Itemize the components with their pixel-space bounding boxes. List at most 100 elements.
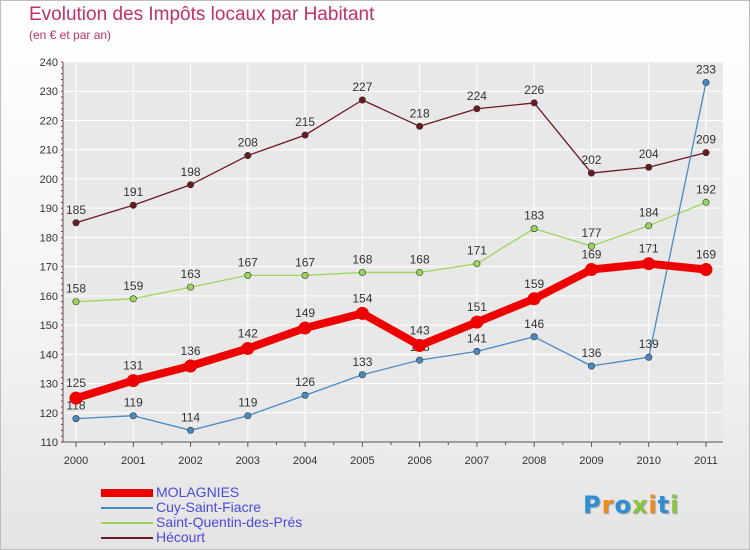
data-point-h-court — [301, 131, 309, 139]
data-point-saint-quentin-des-pr-s — [473, 260, 481, 268]
data-point-h-court — [358, 96, 366, 104]
legend-item-saint-quentin-des-pr-s: Saint-Quentin-des-Prés — [101, 514, 401, 530]
data-label-molagnies: 149 — [295, 306, 315, 320]
legend-label-cuy-saint-fiacre: Cuy-Saint-Fiacre — [156, 499, 262, 515]
data-label-cuy-saint-fiacre: 119 — [238, 396, 257, 410]
data-point-molagnies — [699, 263, 713, 277]
data-label-h-court: 198 — [181, 165, 201, 179]
legend-item-molagnies: MOLAGNIES — [101, 484, 401, 500]
data-point-molagnies — [527, 292, 541, 306]
y-tick-label: 140 — [40, 349, 58, 361]
y-tick-label: 110 — [40, 437, 58, 449]
data-label-molagnies: 159 — [524, 277, 544, 291]
data-point-h-court — [72, 219, 80, 227]
logo-letter: r — [601, 491, 615, 519]
y-tick-label: 160 — [40, 291, 58, 303]
data-label-h-court: 227 — [352, 80, 372, 94]
x-tick-label: 2001 — [121, 455, 145, 467]
data-label-cuy-saint-fiacre: 136 — [581, 346, 601, 360]
x-tick-label: 2010 — [636, 455, 660, 467]
data-label-molagnies: 169 — [581, 248, 601, 262]
legend-swatch-cuy-saint-fiacre — [101, 507, 153, 509]
x-tick-label: 2008 — [522, 455, 546, 467]
logo-letter: i — [670, 491, 680, 519]
x-tick-label: 2005 — [350, 455, 374, 467]
logo-letter: x — [631, 491, 649, 519]
data-label-saint-quentin-des-pr-s: 171 — [467, 244, 487, 258]
x-tick-label: 2002 — [178, 455, 202, 467]
series-line-h-court — [75, 99, 707, 224]
data-point-h-court — [702, 149, 710, 157]
data-point-cuy-saint-fiacre — [530, 333, 538, 341]
logo-letter: o — [614, 491, 632, 519]
data-label-cuy-saint-fiacre: 233 — [696, 62, 716, 76]
data-label-h-court: 204 — [639, 147, 659, 161]
data-label-h-court: 218 — [410, 106, 430, 120]
y-tick-label: 150 — [40, 320, 58, 332]
data-point-molagnies — [298, 321, 312, 335]
series-line-saint-quentin-des-pr-s — [75, 201, 707, 303]
data-label-cuy-saint-fiacre: 133 — [352, 355, 372, 369]
logo-letter: t — [657, 491, 671, 519]
x-tick-label: 2003 — [236, 455, 260, 467]
data-label-saint-quentin-des-pr-s: 184 — [639, 206, 659, 220]
plot-area — [63, 62, 723, 442]
data-point-h-court — [187, 181, 195, 189]
data-point-molagnies — [241, 341, 255, 355]
data-label-saint-quentin-des-pr-s: 163 — [181, 267, 201, 281]
x-tick-label: 2007 — [465, 455, 489, 467]
data-label-saint-quentin-des-pr-s: 177 — [581, 226, 601, 240]
chart-subtitle: (en € et par an) — [29, 28, 112, 42]
data-label-h-court: 215 — [295, 115, 315, 129]
data-label-molagnies: 125 — [66, 376, 86, 390]
data-point-molagnies — [355, 306, 369, 320]
y-tick-label: 170 — [40, 262, 58, 274]
logo-letter: P — [583, 491, 602, 519]
data-label-cuy-saint-fiacre: 114 — [181, 410, 200, 424]
data-label-molagnies: 151 — [467, 300, 487, 314]
data-point-molagnies — [642, 257, 656, 271]
chart-title: Evolution des Impôts locaux par Habitant — [29, 4, 375, 25]
legend-item-cuy-saint-fiacre: Cuy-Saint-Fiacre — [101, 499, 401, 515]
data-point-h-court — [244, 152, 252, 160]
data-point-molagnies — [184, 359, 198, 373]
data-point-h-court — [129, 201, 137, 209]
data-point-cuy-saint-fiacre — [587, 362, 595, 370]
data-point-saint-quentin-des-pr-s — [244, 271, 252, 279]
data-point-molagnies — [413, 339, 427, 353]
data-point-molagnies — [69, 391, 83, 405]
data-label-molagnies: 169 — [696, 248, 716, 262]
data-label-saint-quentin-des-pr-s: 158 — [66, 282, 86, 296]
data-label-molagnies: 171 — [639, 242, 659, 256]
chart-legend: MOLAGNIES Cuy-Saint-Fiacre Saint-Quentin-d… — [101, 484, 401, 545]
data-point-molagnies — [584, 263, 598, 277]
data-label-h-court: 185 — [66, 203, 86, 217]
x-tick-label: 2009 — [579, 455, 603, 467]
data-point-cuy-saint-fiacre — [416, 356, 424, 364]
data-point-saint-quentin-des-pr-s — [358, 268, 366, 276]
data-point-h-court — [587, 169, 595, 177]
data-label-molagnies: 142 — [238, 326, 258, 340]
data-point-saint-quentin-des-pr-s — [129, 295, 137, 303]
data-label-cuy-saint-fiacre: 141 — [467, 331, 487, 345]
data-point-cuy-saint-fiacre — [301, 391, 309, 399]
data-point-saint-quentin-des-pr-s — [587, 242, 595, 250]
legend-item-h-court: Hécourt — [101, 529, 401, 545]
legend-label-saint-quentin-des-pr-s: Saint-Quentin-des-Prés — [156, 514, 303, 530]
data-label-h-court: 191 — [123, 185, 143, 199]
data-label-saint-quentin-des-pr-s: 167 — [238, 255, 258, 269]
legend-swatch-molagnies — [101, 489, 153, 497]
data-point-saint-quentin-des-pr-s — [530, 225, 538, 233]
y-tick-label: 230 — [40, 86, 58, 98]
data-label-h-court: 226 — [524, 83, 544, 97]
data-label-saint-quentin-des-pr-s: 167 — [295, 255, 315, 269]
data-point-saint-quentin-des-pr-s — [187, 283, 195, 291]
data-label-cuy-saint-fiacre: 139 — [639, 337, 659, 351]
y-tick-label: 130 — [40, 379, 58, 391]
y-tick-label: 120 — [40, 408, 58, 420]
x-tick-label: 2011 — [694, 455, 718, 467]
data-label-molagnies: 131 — [123, 359, 143, 373]
data-label-saint-quentin-des-pr-s: 168 — [352, 252, 372, 266]
legend-swatch-h-court — [101, 537, 153, 539]
